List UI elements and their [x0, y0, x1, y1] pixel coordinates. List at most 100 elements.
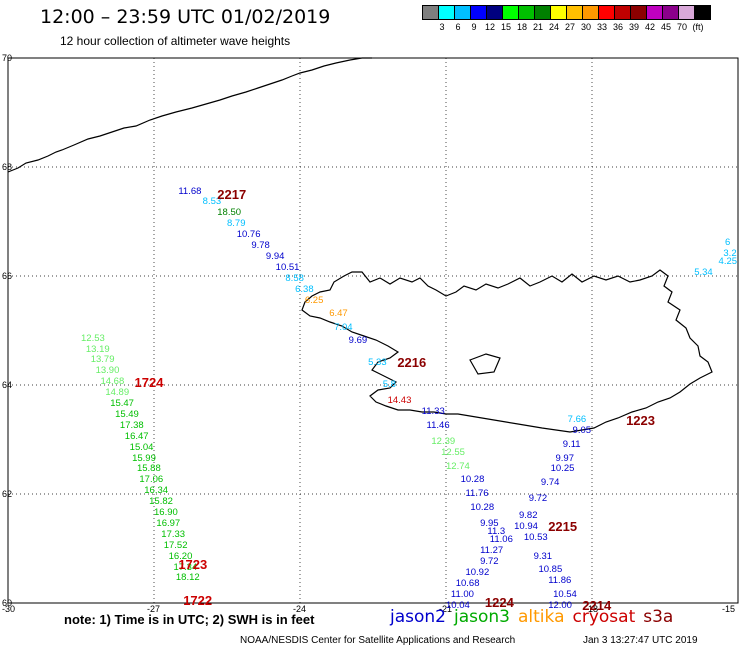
color-scale-label: 33 [596, 22, 608, 32]
wave-height-label: 17.34 [173, 561, 198, 573]
wave-height-label: 7.04 [334, 321, 353, 333]
color-scale-swatches [422, 5, 740, 20]
wave-height-label: 9.69 [348, 335, 368, 347]
wave-height-label: 9.74 [540, 477, 560, 489]
wave-height-label: 8.79 [227, 218, 246, 230]
footer-credit: NOAA/NESDIS Center for Satellite Applica… [240, 635, 516, 646]
wave-height-label: 9.78 [251, 240, 270, 252]
color-scale-label: 12 [484, 22, 496, 32]
wave-height-label: 11.27 [480, 545, 504, 557]
wave-height-label: 12.53 [81, 332, 105, 344]
color-scale-labels: 3 6 9 12 15 18 21 24 27 30 33 36 39 42 45 70 (ft) [422, 20, 740, 34]
wave-height-label: 8.53 [202, 196, 222, 208]
wave-height-label: 6.38 [295, 283, 314, 295]
longitude-tick-label: -15 [722, 604, 736, 614]
wave-height-label: 3.2 [723, 248, 737, 260]
latitude-tick-label: 64 [2, 380, 13, 390]
wave-height-label: 11.86 [548, 575, 572, 587]
color-scale-label: (ft) [692, 22, 704, 32]
units-note: note: 1) Time is in UTC; 2) SWH is in fe… [64, 612, 315, 627]
longitude-tick-label: -27 [147, 604, 161, 614]
legend-item-jason3: jason3 [454, 607, 510, 627]
color-scale-label: 18 [516, 22, 528, 32]
wave-height-label: 13.79 [90, 354, 115, 366]
wave-height-label: 4.25 [718, 256, 738, 268]
wave-height-label: 15.04 [129, 441, 154, 453]
wave-height-label: 10.68 [455, 577, 480, 589]
wave-height-label: 15.47 [110, 398, 134, 410]
wave-height-label: 10.54 [553, 588, 577, 600]
legend-item-jason2: jason2 [390, 607, 446, 627]
wave-height-label: 7.66 [567, 414, 587, 426]
wave-height-label: 15.99 [132, 452, 156, 464]
wave-height-label: 10.94 [514, 520, 538, 532]
wave-height-label: 14.68 [100, 376, 125, 388]
wave-height-label: 9.95 [480, 517, 499, 529]
wave-height-label: 8.58 [285, 272, 304, 284]
wave-height-label: 16.97 [156, 517, 181, 529]
wave-height-label: 17.38 [119, 419, 144, 431]
wave-height-label: 9.94 [265, 250, 285, 262]
wave-height-label: 17.33 [161, 528, 186, 540]
longitude-tick-label: -24 [293, 604, 307, 614]
legend-item-altika: altika [518, 607, 565, 627]
pass-time-label: 1722 [183, 592, 213, 608]
wave-height-label: 9.05 [572, 425, 592, 437]
wave-height-label: 10.28 [460, 474, 485, 486]
wave-height-label: 11.33 [421, 406, 445, 418]
wave-height-label: 9.72 [480, 556, 499, 568]
wave-height-label: 10.53 [523, 531, 548, 543]
legend-item-cryosat: cryosat [572, 607, 636, 627]
wave-height-label: 5.34 [694, 267, 713, 279]
pass-time-label: 1223 [626, 412, 655, 428]
color-scale-label: 36 [612, 22, 624, 32]
wave-height-label: 11.68 [178, 185, 202, 197]
wave-height-label: 10.25 [550, 463, 575, 475]
wave-height-label: 10.28 [470, 501, 495, 513]
color-scale-label: 70 [676, 22, 688, 32]
wave-height-label: 17.52 [163, 539, 188, 551]
wave-height-label: 10.04 [446, 599, 470, 611]
wave-height-label: 12.74 [446, 460, 470, 472]
wave-height-label: 15.82 [149, 496, 173, 508]
generation-timestamp: Jan 3 13:27:47 UTC 2019 [583, 635, 698, 646]
color-scale-label: 24 [548, 22, 560, 32]
color-scale-label: 6 [455, 22, 461, 32]
longitude-tick-label: -21 [439, 604, 453, 614]
wave-height-label: 17.06 [139, 474, 164, 486]
wave-height-label: 11.00 [450, 588, 474, 600]
color-scale-label: 3 [439, 22, 445, 32]
pass-time-label: 2216 [397, 355, 427, 371]
color-scale-swatch [694, 5, 711, 20]
latitude-tick-label: 66 [2, 271, 13, 281]
color-scale-label: 30 [580, 22, 592, 32]
wave-height-label: 9.82 [519, 509, 538, 521]
wave-height-label: 10.92 [465, 567, 490, 579]
wave-height-label: 13.19 [85, 343, 110, 355]
wave-height-label: 11.3 [487, 526, 506, 538]
map-title: 12:00 – 23:59 UTC 01/02/2019 [40, 6, 331, 28]
map-subtitle: 12 hour collection of altimeter wave hei… [60, 34, 291, 48]
wave-height-label: 15.88 [136, 463, 161, 475]
color-scale-label: 42 [644, 22, 656, 32]
color-scale-label: 27 [564, 22, 576, 32]
wave-height-label: 12.39 [431, 436, 456, 448]
wave-height-label: 9.31 [533, 550, 553, 562]
wave-height-label: 6.47 [329, 308, 348, 320]
satellite-legend: jason2 jason3 altika cryosat s3a [390, 607, 681, 627]
coastline-iceland [301, 269, 713, 433]
latitude-tick-label: 70 [2, 53, 13, 63]
legend-item-s3a: s3a [643, 607, 674, 627]
pass-time-label: 1723 [178, 557, 208, 573]
latitude-tick-label: 68 [2, 162, 13, 172]
wave-height-label: 9.72 [528, 493, 548, 505]
pass-time-label: 2214 [582, 598, 612, 613]
wave-height-label: 12.55 [441, 447, 465, 459]
wave-height-label: 16.90 [154, 507, 178, 519]
wave-height-label: 9.97 [555, 452, 575, 464]
wave-height-label: 9.11 [562, 438, 581, 450]
longitude-tick-label: -30 [2, 604, 16, 614]
wave-height-label: 10.76 [236, 229, 261, 241]
wave-height-label: 6.25 [304, 294, 324, 306]
